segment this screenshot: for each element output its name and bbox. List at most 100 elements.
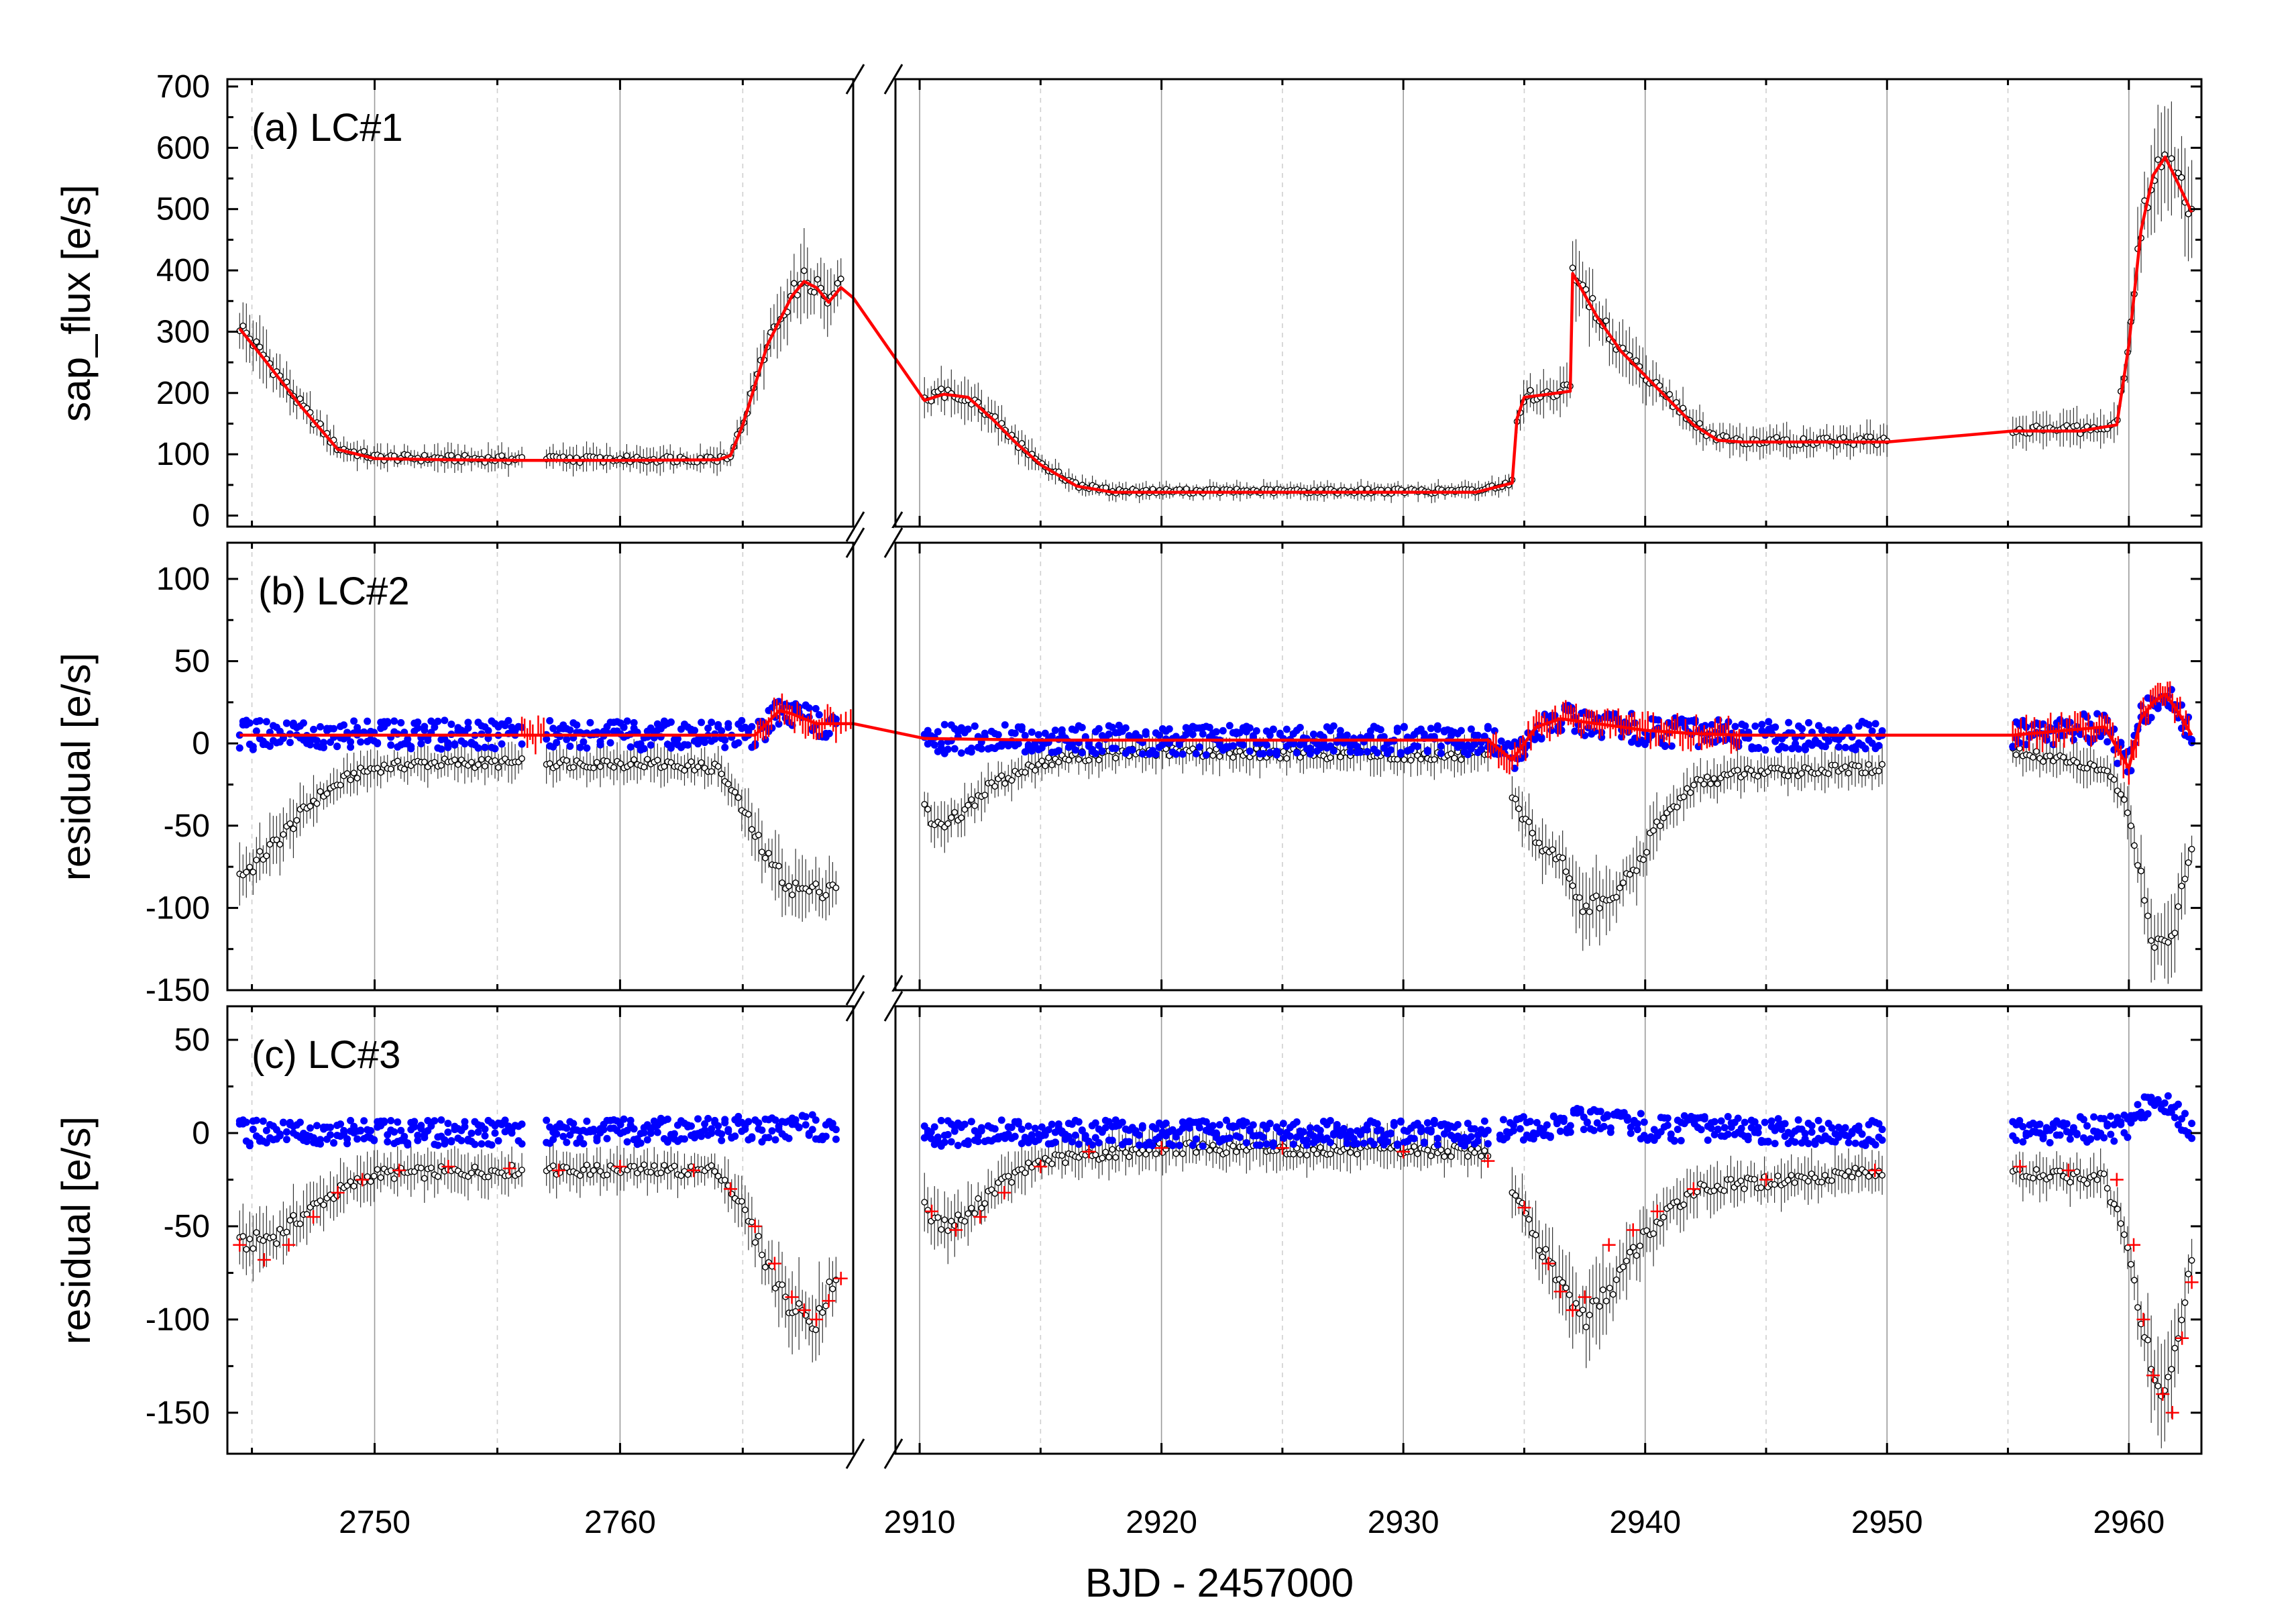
data-point: [964, 1137, 972, 1145]
data-point: [2124, 809, 2131, 816]
data-point: [2188, 1257, 2195, 1264]
data-point: [940, 720, 948, 729]
data-point: [1842, 763, 1849, 770]
data-point: [256, 343, 264, 351]
data-point: [421, 1175, 428, 1182]
data-point: [1562, 868, 1570, 875]
data-point: [1778, 765, 1785, 773]
data-point: [1758, 720, 1766, 729]
data-point: [1666, 390, 1674, 398]
data-point: [1474, 1145, 1482, 1152]
data-point: [1653, 818, 1660, 825]
data-point: [347, 743, 355, 751]
data-point: [1606, 1285, 1613, 1291]
data-point: [1209, 1142, 1217, 1148]
data-point: [948, 814, 955, 821]
data-point: [468, 1169, 475, 1177]
data-point: [580, 738, 588, 746]
data-point: [481, 1132, 489, 1140]
data-point: [1784, 1177, 1792, 1184]
data-point: [1142, 728, 1150, 736]
data-point: [1687, 789, 1694, 796]
data-point: [1329, 747, 1337, 755]
data-point: [734, 1112, 743, 1120]
data-point: [2114, 1206, 2121, 1213]
data-point: [1138, 1122, 1146, 1130]
data-point: [596, 737, 604, 745]
data-point: [752, 1239, 759, 1246]
data-point: [1633, 1252, 1640, 1259]
data-point: [1229, 1142, 1237, 1150]
data-point: [1576, 894, 1583, 901]
data-point: [576, 1134, 584, 1142]
data-point: [546, 716, 554, 725]
data-point: [468, 1129, 476, 1137]
data-point: [745, 1118, 753, 1126]
panel-c-data: [233, 1092, 2199, 1448]
data-point: [745, 810, 752, 818]
data-point: [256, 848, 264, 855]
data-point: [1447, 1153, 1455, 1161]
data-point: [819, 1309, 826, 1316]
data-point: [317, 1140, 325, 1148]
data-point: [2114, 759, 2122, 767]
data-point: [954, 1141, 962, 1149]
data-point: [597, 763, 604, 770]
data-point: [721, 736, 729, 744]
data-point: [762, 1263, 769, 1271]
y-tick-label: 50: [174, 644, 210, 680]
data-point: [1620, 1263, 1627, 1271]
data-point: [790, 280, 798, 287]
data-point: [1559, 854, 1566, 861]
data-point: [394, 757, 401, 765]
data-point: [1262, 741, 1270, 749]
data-point: [260, 1237, 267, 1244]
series-segment: [1509, 744, 1885, 951]
data-point: [1818, 727, 1826, 735]
data-point: [266, 841, 274, 848]
data-point: [377, 1174, 384, 1181]
data-point: [397, 718, 405, 727]
data-point: [347, 1178, 354, 1185]
data-point: [404, 1139, 412, 1147]
data-point: [1233, 1148, 1240, 1155]
data-point: [1835, 743, 1843, 751]
data-point: [583, 1161, 590, 1169]
data-point: [1135, 1141, 1143, 1149]
data-point: [437, 1116, 445, 1124]
data-point: [1616, 884, 1623, 892]
data-point: [1680, 405, 1687, 412]
y-tick-label: 500: [156, 192, 210, 227]
data-point: [1380, 733, 1388, 741]
data-point: [252, 727, 260, 735]
data-point: [343, 770, 351, 777]
data-point: [431, 723, 439, 731]
data-point: [1566, 1291, 1573, 1299]
data-point: [2120, 796, 2128, 803]
y-tick-label: 700: [156, 69, 210, 105]
data-point: [390, 1175, 398, 1182]
data-point: [1865, 761, 1872, 768]
y-tick-label: 0: [192, 726, 210, 761]
data-point: [1875, 767, 1882, 775]
series-segment: [543, 228, 844, 477]
series-segment: [921, 366, 1516, 504]
data-point: [498, 452, 505, 460]
data-point: [1765, 718, 1773, 726]
data-point: [1394, 756, 1401, 763]
data-point: [785, 1134, 793, 1142]
data-point: [573, 721, 581, 729]
data-point: [971, 802, 979, 809]
data-point: [1627, 871, 1633, 878]
data-point: [2141, 897, 2148, 904]
series-segment: [235, 1116, 526, 1150]
right-plot-frame: [894, 541, 2203, 992]
data-point: [276, 841, 284, 848]
data-point: [2103, 1185, 2111, 1192]
data-point: [2016, 739, 2024, 747]
data-point: [1205, 723, 1213, 731]
data-point: [1694, 743, 1702, 751]
data-point: [2185, 211, 2192, 217]
series-segment: [2009, 1148, 2195, 1448]
data-point: [330, 725, 338, 733]
